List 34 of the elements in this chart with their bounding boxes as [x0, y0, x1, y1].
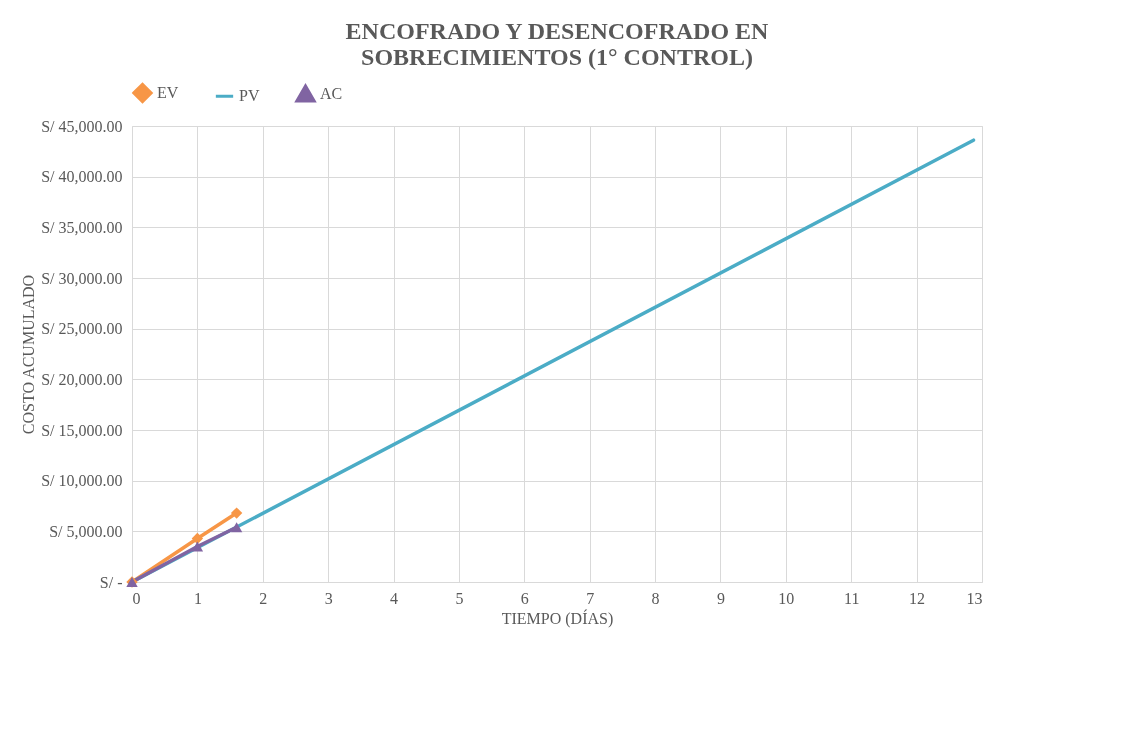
- legend-label: PV: [239, 87, 260, 105]
- y-tick-label: S/ 10,000.00: [41, 472, 123, 490]
- x-axis-title: TIEMPO (DÍAS): [501, 608, 614, 628]
- x-tick-label: 5: [455, 589, 464, 607]
- y-tick-label: S/ 20,000.00: [41, 370, 123, 388]
- x-tick-label: 2: [259, 589, 268, 607]
- y-tick-label: S/ 35,000.00: [41, 218, 123, 236]
- x-tick-label: 7: [586, 589, 595, 607]
- y-axis-title: COSTO ACUMULADO: [20, 274, 38, 435]
- x-tick-label: 13: [966, 589, 983, 607]
- legend-label: AC: [320, 84, 343, 102]
- y-tick-label: S/ -: [99, 573, 123, 591]
- x-tick-label: 6: [520, 589, 529, 607]
- x-tick-label: 11: [844, 589, 860, 607]
- x-tick-label: 9: [716, 589, 725, 607]
- point: [230, 522, 243, 533]
- point: [191, 532, 204, 545]
- y-tick-label: S/ 25,000.00: [41, 320, 123, 338]
- y-tick-label: S/ 5,000.00: [49, 522, 123, 540]
- point: [191, 541, 204, 552]
- x-tick-label: 0: [132, 589, 141, 607]
- x-tick-label: 1: [193, 589, 202, 607]
- y-tick-label: S/ 40,000.00: [41, 168, 123, 186]
- x-tick-label: 12: [909, 589, 926, 607]
- x-tick-label: 8: [651, 589, 660, 607]
- chart-title: ENCOFRADO Y DESENCOFRADO EN SOBRECIMIENTOS (1° CONTROL): [345, 18, 770, 70]
- y-tick-label: S/ 15,000.00: [41, 421, 123, 439]
- x-tick-label: 3: [324, 589, 333, 607]
- y-tick-label: S/ 30,000.00: [41, 269, 123, 287]
- legend-label: EV: [157, 83, 179, 101]
- x-tick-label: 4: [390, 589, 399, 607]
- y-tick-label: S/ 45,000.00: [41, 117, 123, 135]
- point: [230, 507, 243, 519]
- x-tick-label: 10: [778, 589, 795, 607]
